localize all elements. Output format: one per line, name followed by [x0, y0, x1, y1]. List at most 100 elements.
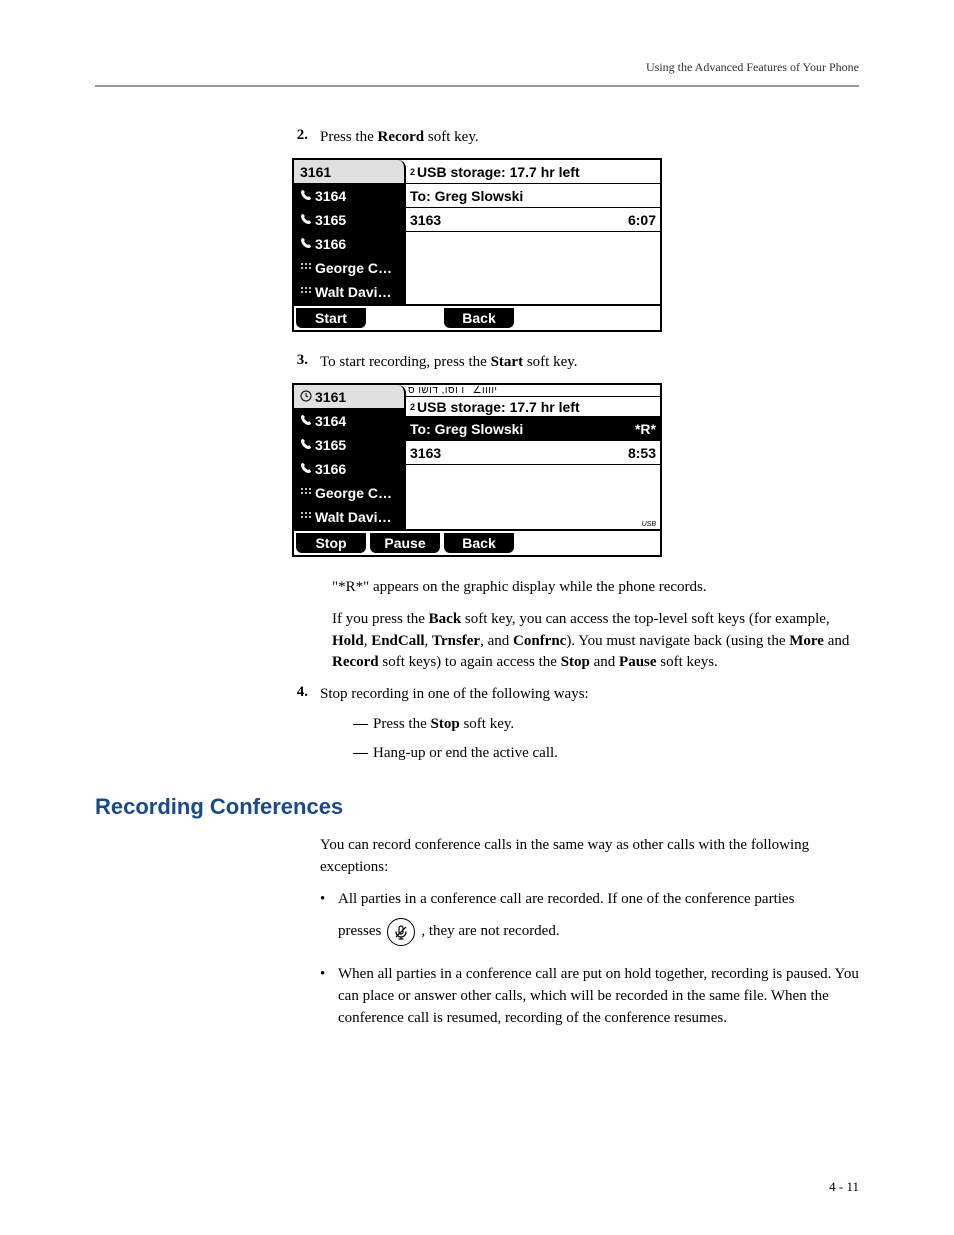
sidebar-line-tab: 3164 [294, 409, 406, 433]
text: ). You must navigate back (using the [566, 633, 789, 649]
sidebar-line-tab: 3166 [294, 457, 406, 481]
line-label: Walt Davi… [315, 509, 392, 525]
number-line: 3163 6:07 [406, 208, 660, 232]
line-label: 3164 [315, 413, 346, 429]
line-icon [300, 413, 312, 429]
stop-softkey: Stop [296, 533, 366, 553]
line-icon [300, 389, 312, 405]
text: soft key. [523, 354, 577, 370]
start-softkey: Start [296, 308, 366, 328]
sidebar-line-tab: George C… [294, 481, 406, 505]
bold: Pause [619, 654, 657, 670]
to-line: To: Greg Slowski [406, 184, 660, 208]
softkey-row: StopPauseBack [294, 529, 660, 555]
back-softkey: Back [444, 533, 514, 553]
line-label: 3166 [315, 461, 346, 477]
number: 3163 [410, 445, 441, 461]
bold: Hold [332, 633, 364, 649]
line-label: George C… [315, 260, 392, 276]
to-label: To: Greg Slowski [410, 421, 523, 437]
intro-paragraph: You can record conference calls in the s… [320, 835, 859, 879]
presses-word: presses [338, 921, 381, 943]
step-3: 3. To start recording, press the Start s… [95, 352, 859, 373]
usb-storage-line: 2 USB storage: 17.7 hr left [406, 160, 660, 184]
substep: —Press the Stop soft key. [353, 713, 859, 736]
badge-icon: 2 [410, 167, 415, 177]
line-icon [300, 284, 312, 300]
softkey-row: Start Back [294, 304, 660, 330]
step-number: 3. [290, 352, 320, 373]
step-4: 4. Stop recording in one of the followin… [95, 684, 859, 705]
dash-marker: — [353, 713, 373, 736]
step-2: 2. Press the Record soft key. [95, 127, 859, 148]
timer: 6:07 [628, 212, 656, 228]
text: and [824, 633, 849, 649]
bullet-text: When all parties in a conference call ar… [338, 964, 859, 1029]
to-label: To: Greg Slowski [410, 188, 523, 204]
substep-text: Press the Stop soft key. [373, 713, 514, 736]
sidebar-line-tab: 3161 [294, 160, 406, 184]
phone-screenshot-2: 3161 3164 3165 3166 George C… Walt Davi… ו וס… [292, 383, 662, 557]
page-header: Using the Advanced Features of Your Phon… [95, 60, 859, 87]
line-label: 3165 [315, 212, 346, 228]
sidebar-line-tab: 3165 [294, 433, 406, 457]
glitch-text: ו וסו, דושו ס [408, 386, 465, 396]
bullet-marker: • [320, 964, 338, 1029]
text: , and [480, 633, 513, 649]
glitch-text: ∠יוווו [473, 386, 498, 396]
line-label: 3165 [315, 437, 346, 453]
line-label: 3166 [315, 236, 346, 252]
bold: EndCall [371, 633, 424, 649]
text: and [590, 654, 619, 670]
bold: Back [429, 611, 462, 627]
number: 3163 [410, 212, 441, 228]
text: If you press the [332, 611, 429, 627]
paragraph-back: If you press the Back soft key, you can … [332, 609, 859, 674]
line-icon [300, 188, 312, 204]
number-line: 3163 8:53 [406, 441, 660, 465]
phone-screenshot-1: 3161316431653166George C…Walt Davi… 2 US… [292, 158, 662, 332]
text: Press the [320, 129, 378, 145]
text: soft keys) to again access the [379, 654, 561, 670]
line-icon [300, 236, 312, 252]
step-number: 2. [290, 127, 320, 148]
badge-icon: 2 [410, 402, 415, 412]
after-icon-text: , they are not recorded. [421, 921, 559, 943]
bullet-text: All parties in a conference call are rec… [338, 889, 859, 911]
line-label: 3161 [315, 389, 346, 405]
recording-indicator: *R* [635, 421, 656, 437]
substep-text: Hang-up or end the active call. [373, 742, 558, 765]
bold: Record [332, 654, 379, 670]
usb-indicator-icon: USB [406, 521, 660, 528]
sidebar-line-tab: 3161 [294, 385, 406, 409]
softkey-name: Record [378, 129, 425, 145]
line-icon [300, 260, 312, 276]
dash-marker: — [353, 742, 373, 765]
step-body: Stop recording in one of the following w… [320, 684, 859, 705]
usb-text: USB storage: 17.7 hr left [417, 399, 580, 415]
bold: Stop [561, 654, 590, 670]
text: soft key. [424, 129, 478, 145]
pause-softkey: Pause [370, 533, 440, 553]
text: soft keys. [657, 654, 718, 670]
blank-softkey [518, 308, 588, 328]
line-icon [300, 461, 312, 477]
step-body: Press the Record soft key. [320, 127, 859, 148]
bold: Confrnc [513, 633, 566, 649]
softkey-name: Start [491, 354, 524, 370]
back-softkey: Back [444, 308, 514, 328]
blank-softkey [370, 308, 440, 328]
line-label: George C… [315, 485, 392, 501]
text: soft key, you can access the top-level s… [461, 611, 829, 627]
bullet-2: • When all parties in a conference call … [320, 964, 859, 1029]
timer: 8:53 [628, 445, 656, 461]
blank-softkey [518, 533, 588, 553]
sidebar-line-tab: 3164 [294, 184, 406, 208]
text: , [425, 633, 433, 649]
bold: Trnsfer [432, 633, 480, 649]
bold: More [789, 633, 824, 649]
step-body: To start recording, press the Start soft… [320, 352, 859, 373]
usb-storage-line: 2 USB storage: 17.7 hr left [406, 397, 660, 417]
line-icon [300, 212, 312, 228]
usb-text: USB storage: 17.7 hr left [417, 164, 580, 180]
